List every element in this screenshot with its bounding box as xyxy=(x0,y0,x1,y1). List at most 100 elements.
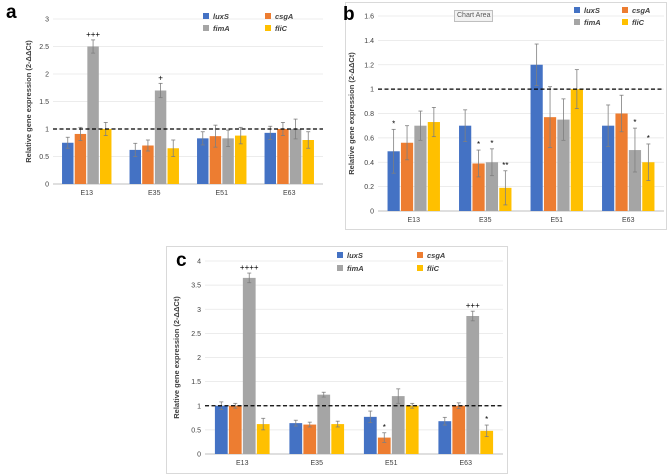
chart-panel-c: 0 0.5 1 1.5 2 2.5 3 3.5 4 Relative gene expressio… xyxy=(166,246,508,474)
y-tick-label-a-4: 2 xyxy=(45,72,49,79)
bar-a-E35-fliC xyxy=(167,148,179,184)
y-tick-label-b-3: 0.6 xyxy=(364,135,374,142)
bar-b-E35-luxS xyxy=(459,125,472,211)
bar-a-E35-fimA xyxy=(154,90,167,184)
bar-b-E63-fliC xyxy=(642,162,655,211)
significance-mark-a-E35-fimA: + xyxy=(158,73,163,82)
bar-b-E13-csgA xyxy=(400,142,414,211)
bar-c-E63-luxS xyxy=(438,421,452,454)
x-tick-label-b-E51: E51 xyxy=(551,217,564,224)
x-tick-label-c-E63: E63 xyxy=(460,460,473,467)
chart-panel-b[interactable]: 0 0.2 0.4 0.6 0.8 1 1.2 1.4 1.6 Relative gene exp… xyxy=(345,2,667,230)
y-tick-label-c-1: 0.5 xyxy=(191,427,201,434)
bar-a-E51-luxS xyxy=(197,138,209,184)
bar-a-E13-luxS xyxy=(62,142,74,184)
legend-label-a-fliC: fliC xyxy=(275,24,288,33)
bar-a-E63-csgA xyxy=(277,129,289,184)
significance-mark-c-E13-fimA: ++++ xyxy=(240,263,259,272)
bar-a-E13-fimA xyxy=(87,46,99,184)
bar-c-E51-csgA xyxy=(377,437,391,454)
significance-mark-b-E63-fimA: * xyxy=(633,118,636,127)
y-tick-label-a-1: 0.5 xyxy=(39,154,49,161)
significance-mark-b-E13-luxS: * xyxy=(392,119,395,128)
x-tick-label-c-E13: E13 xyxy=(236,460,249,467)
x-tick-label-b-E63: E63 xyxy=(622,217,635,224)
legend-swatch-a-luxS xyxy=(203,13,209,19)
bar-a-E51-fimA xyxy=(222,138,234,184)
x-tick-label-c-E51: E51 xyxy=(385,460,398,467)
bar-b-E51-fliC xyxy=(570,89,583,211)
bar-b-E35-csgA xyxy=(472,163,485,211)
y-tick-label-c-2: 1 xyxy=(197,403,201,410)
legend-swatch-c-fimA xyxy=(337,265,343,271)
y-tick-label-b-2: 0.4 xyxy=(364,160,374,167)
chart-a-svg: 0 0.5 1 1.5 2 2.5 3 Relative gene expression (2… xyxy=(24,12,323,197)
bar-b-E13-luxS xyxy=(387,151,400,211)
significance-mark-b-E35-fliC: ** xyxy=(502,161,508,170)
y-axis-label-b: Relative gene expression (2-ΔΔCt) xyxy=(347,52,356,175)
y-axis-label-c: Relative gene expression (2-ΔΔCt) xyxy=(172,296,181,419)
bar-a-E51-csgA xyxy=(209,136,222,184)
panel-label-b: b xyxy=(343,4,355,25)
bar-c-E13-fliC xyxy=(256,424,270,454)
bar-b-E13-fimA xyxy=(414,125,427,211)
x-tick-label-b-E13: E13 xyxy=(408,217,421,224)
legend-swatch-b-csgA xyxy=(622,7,628,13)
x-tick-label-c-E35: E35 xyxy=(311,460,324,467)
legend-label-b-fimA: fimA xyxy=(584,18,601,27)
bar-a-E35-luxS xyxy=(129,149,141,184)
legend-swatch-a-fimA xyxy=(203,25,209,31)
y-tick-label-b-5: 1 xyxy=(370,87,374,94)
legend-swatch-a-csgA xyxy=(265,13,271,19)
y-tick-label-a-6: 3 xyxy=(45,17,49,24)
x-tick-label-a-E63: E63 xyxy=(283,190,296,197)
bar-a-E35-csgA xyxy=(142,145,154,184)
x-tick-label-b-E35: E35 xyxy=(479,217,492,224)
y-tick-label-a-2: 1 xyxy=(45,127,49,134)
legend-label-a-fimA: fimA xyxy=(213,24,230,33)
x-tick-label-a-E35: E35 xyxy=(148,190,161,197)
chart-c-svg: 0 0.5 1 1.5 2 2.5 3 3.5 4 Relative gene expressio… xyxy=(172,251,503,467)
bar-c-E63-fimA xyxy=(466,316,480,454)
x-tick-label-a-E13: E13 xyxy=(81,190,94,197)
bar-b-E63-csgA xyxy=(615,113,628,211)
y-tick-label-c-3: 1.5 xyxy=(191,379,201,386)
chart-b-svg: 0 0.2 0.4 0.6 0.8 1 1.2 1.4 1.6 Relative gene exp… xyxy=(347,6,664,224)
bar-c-E13-luxS xyxy=(214,405,228,454)
y-axis-label-a: Relative gene expression (2-ΔΔCt) xyxy=(24,40,33,163)
legend-label-b-fliC: fliC xyxy=(632,18,645,27)
bar-a-E63-luxS xyxy=(264,132,276,184)
y-tick-label-b-1: 0.2 xyxy=(364,184,374,191)
chart-panel-a: 0 0.5 1 1.5 2 2.5 3 Relative gene expression (2… xyxy=(22,6,334,232)
bar-a-E63-fimA xyxy=(289,129,302,184)
y-tick-label-c-7: 3.5 xyxy=(191,283,201,290)
bar-c-E63-fliC xyxy=(480,430,494,454)
legend-label-b-luxS: luxS xyxy=(584,6,600,15)
legend-swatch-a-fliC xyxy=(265,25,271,31)
bar-b-E51-fimA xyxy=(557,119,570,211)
y-tick-label-c-5: 2.5 xyxy=(191,331,201,338)
legend-label-a-luxS: luxS xyxy=(213,12,229,21)
y-tick-label-a-0: 0 xyxy=(45,182,49,189)
significance-mark-b-E35-csgA: * xyxy=(477,140,480,149)
bar-c-E35-csgA xyxy=(303,424,317,454)
bar-b-E13-fliC xyxy=(427,122,440,211)
significance-mark-a-E13-fimA: +++ xyxy=(86,30,100,39)
legend-swatch-c-fliC xyxy=(417,265,423,271)
y-tick-label-b-0: 0 xyxy=(370,209,374,216)
bar-c-E35-luxS xyxy=(289,423,303,454)
y-tick-label-b-4: 0.8 xyxy=(364,111,374,118)
legend-label-c-luxS: luxS xyxy=(347,251,363,260)
legend-label-c-fimA: fimA xyxy=(347,264,364,273)
legend-swatch-b-luxS xyxy=(574,7,580,13)
legend-swatch-c-luxS xyxy=(337,252,343,258)
bar-a-E13-fliC xyxy=(100,129,112,184)
legend-label-b-csgA: csgA xyxy=(632,6,650,15)
bar-b-E51-csgA xyxy=(543,117,557,211)
bar-c-E35-fimA xyxy=(317,394,331,454)
bar-b-E51-luxS xyxy=(530,64,543,211)
x-tick-label-a-E51: E51 xyxy=(216,190,229,197)
legend-label-a-csgA: csgA xyxy=(275,12,293,21)
bar-a-E51-fliC xyxy=(235,135,247,184)
y-tick-label-c-6: 3 xyxy=(197,307,201,314)
